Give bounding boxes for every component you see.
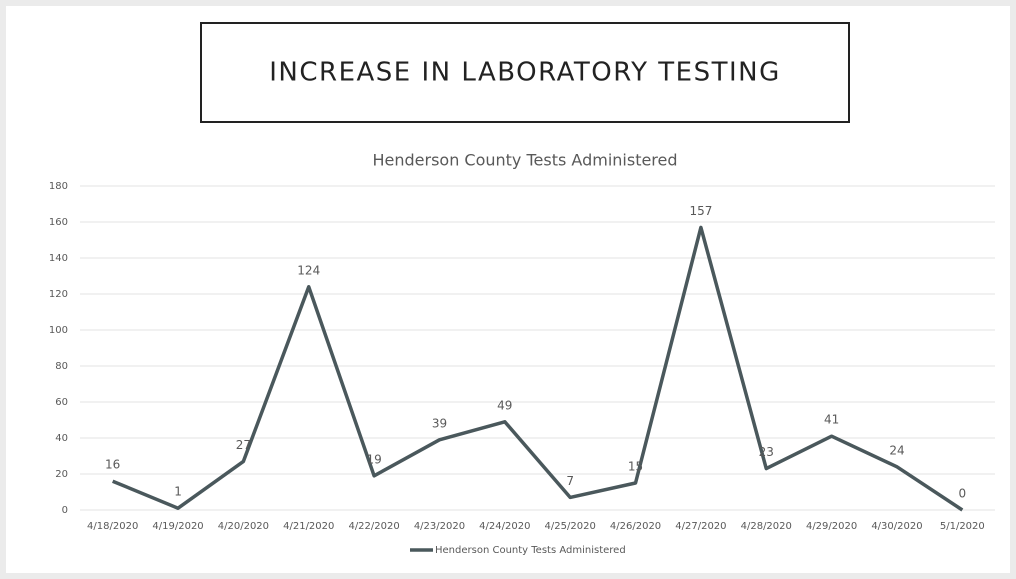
y-tick-label: 160 bbox=[49, 217, 68, 228]
x-tick-label: 4/19/2020 bbox=[152, 521, 203, 532]
y-tick-label: 20 bbox=[55, 469, 68, 480]
x-tick-label: 4/21/2020 bbox=[283, 521, 334, 532]
data-label: 49 bbox=[497, 398, 512, 412]
x-tick-label: 4/22/2020 bbox=[348, 521, 399, 532]
data-label: 19 bbox=[366, 452, 381, 466]
data-label: 39 bbox=[432, 416, 447, 430]
data-label: 27 bbox=[236, 438, 251, 452]
y-tick-label: 80 bbox=[55, 361, 68, 372]
title-box bbox=[200, 22, 850, 123]
data-label: 0 bbox=[959, 487, 967, 501]
data-label: 23 bbox=[759, 445, 774, 459]
x-tick-label: 4/27/2020 bbox=[675, 521, 726, 532]
y-tick-label: 180 bbox=[49, 181, 68, 192]
x-tick-label: 4/30/2020 bbox=[871, 521, 922, 532]
y-tick-label: 60 bbox=[55, 397, 68, 408]
y-tick-label: 140 bbox=[49, 253, 68, 264]
x-tick-label: 4/24/2020 bbox=[479, 521, 530, 532]
legend-label: Henderson County Tests Administered bbox=[435, 545, 626, 556]
data-label: 7 bbox=[566, 474, 574, 488]
data-label: 41 bbox=[824, 413, 839, 427]
data-label: 124 bbox=[297, 263, 320, 277]
chart-title: Henderson County Tests Administered bbox=[372, 151, 677, 170]
y-tick-label: 40 bbox=[55, 433, 68, 444]
x-tick-label: 4/28/2020 bbox=[741, 521, 792, 532]
x-tick-label: 4/29/2020 bbox=[806, 521, 857, 532]
data-label: 15 bbox=[628, 460, 643, 474]
x-tick-label: 4/20/2020 bbox=[218, 521, 269, 532]
slide-title: INCREASE IN LABORATORY TESTING bbox=[269, 58, 780, 88]
data-label: 16 bbox=[105, 458, 120, 472]
y-tick-label: 100 bbox=[49, 325, 68, 336]
x-tick-label: 4/25/2020 bbox=[545, 521, 596, 532]
y-tick-label: 0 bbox=[62, 505, 68, 516]
data-label: 157 bbox=[689, 204, 712, 218]
x-tick-label: 4/26/2020 bbox=[610, 521, 661, 532]
x-tick-label: 4/23/2020 bbox=[414, 521, 465, 532]
x-tick-label: 4/18/2020 bbox=[87, 521, 138, 532]
data-label: 1 bbox=[174, 485, 182, 499]
data-line bbox=[112, 225, 964, 512]
y-tick-label: 120 bbox=[49, 289, 68, 300]
x-tick-label: 5/1/2020 bbox=[940, 521, 985, 532]
data-label: 24 bbox=[889, 443, 904, 457]
